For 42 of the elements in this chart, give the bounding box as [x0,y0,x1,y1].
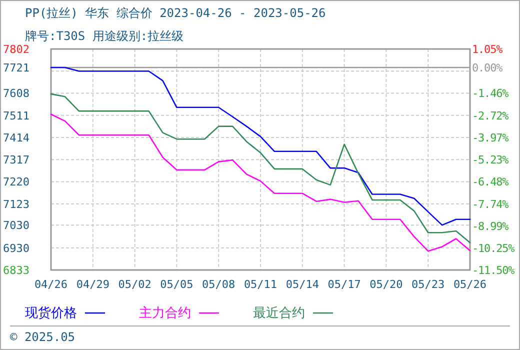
y-tick-label: 6930 [3,242,30,255]
x-tick-label: 05/26 [453,278,487,291]
y2-tick-label: -6.48% [472,176,510,189]
y2-tick-label: -7.74% [472,198,510,211]
y2-tick-label: -1.46% [472,87,510,100]
y-tick-label: 7123 [3,198,30,211]
y2-tick-label: 1.05% [472,43,504,56]
y-tick-label: 7511 [3,109,30,122]
chart-title: PP(拉丝) 华东 综合价 2023-04-26 - 2023-05-26 [25,6,326,20]
y-tick-label: 7608 [3,87,30,100]
legend-label: 最近合约 [253,306,305,321]
y-tick-label: 7317 [3,154,30,167]
x-tick-label: 04/29 [76,278,110,291]
y2-tick-label: -10.25% [472,242,516,255]
x-tick-label: 05/23 [412,278,445,291]
text: © 2025.05 [10,330,76,344]
y-tick-label: 7721 [3,61,30,74]
y-tick-label: 7030 [3,219,30,232]
legend-label: 主力合约 [139,305,191,321]
y-tick-label: 6833 [3,264,30,277]
y2-tick-label: -3.97% [472,131,510,144]
x-tick-label: 05/08 [202,278,236,291]
legend-label: 现货价格 [25,306,77,321]
x-tick-label: 05/14 [286,278,320,291]
line-series [50,114,471,252]
x-tick-label: 05/17 [328,278,361,291]
y2-tick-label: -2.72% [472,109,510,122]
y2-tick-label: -5.23% [472,154,510,167]
x-tick-label: 05/05 [160,278,194,291]
x-tick-label: 05/11 [244,278,278,291]
y2-tick-label: 0.00% [472,61,504,74]
y2-tick-label: -8.99% [472,220,510,233]
x-tick-label: 05/20 [370,278,403,291]
y-tick-label: 7802 [3,43,30,56]
chart-subtitle: 牌号:T30S 用途级别:拉丝级 [25,29,184,43]
y2-tick-label: -11.50% [472,264,516,277]
x-tick-label: 05/02 [118,278,152,291]
x-tick-label: 04/26 [34,278,68,291]
line-series [50,66,471,226]
y-tick-label: 7220 [3,176,30,189]
line-series [50,93,471,244]
y-tick-label: 7414 [3,131,30,144]
